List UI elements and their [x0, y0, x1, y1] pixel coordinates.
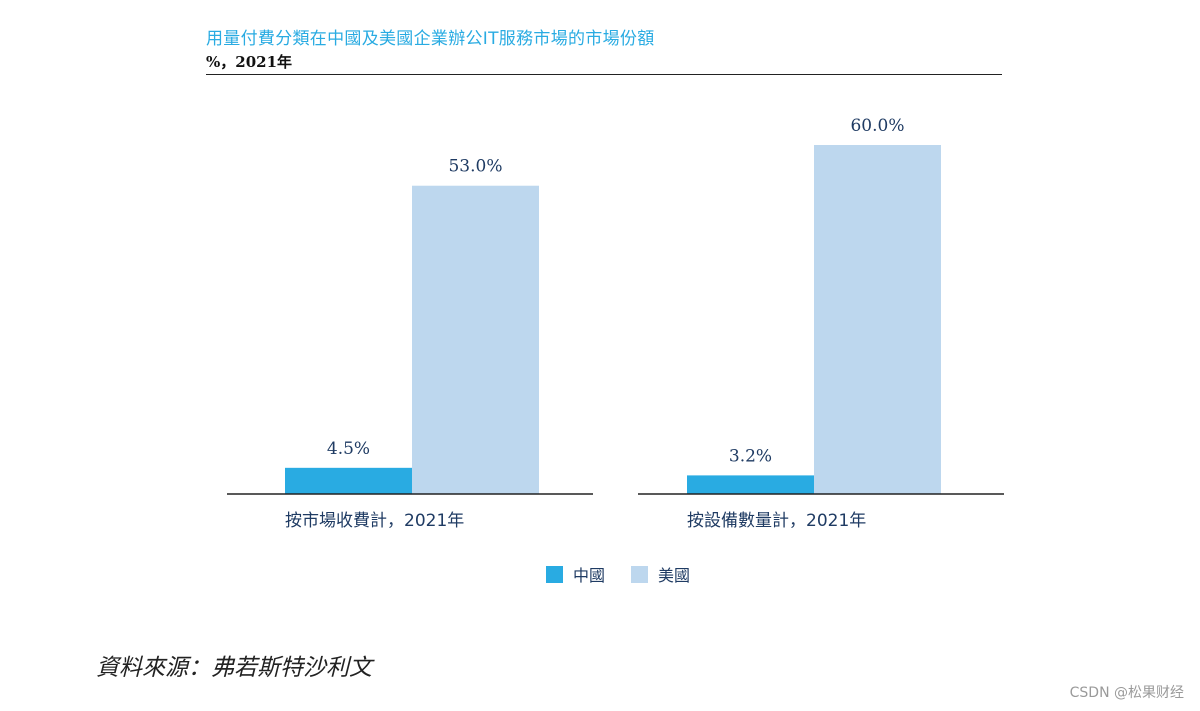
data-label-china-1: 3.2% [729, 446, 772, 466]
legend-label-china: 中國 [573, 566, 606, 585]
source-note: 資料來源：弗若斯特沙利文 [96, 655, 372, 681]
bar-usa-0 [412, 185, 539, 494]
legend-item-china: 中國 [546, 562, 605, 586]
header-rule [206, 74, 1002, 75]
chart-unit-label: %，2021年 [206, 53, 293, 71]
bar-china-0 [285, 467, 412, 494]
chart-legend: 中國 美國 [546, 562, 690, 586]
category-label-0: 按市場收費計，2021年 [285, 511, 464, 531]
legend-label-usa: 美國 [658, 566, 691, 585]
data-label-usa-1: 60.0% [850, 116, 904, 136]
bar-usa-1 [814, 145, 941, 494]
legend-item-usa: 美國 [631, 562, 690, 586]
data-label-usa-0: 53.0% [448, 157, 502, 177]
legend-swatch-usa [631, 565, 649, 583]
data-label-china-0: 4.5% [327, 439, 370, 459]
chart-title: 用量付費分類在中國及美國企業辦公IT服務市場的市場份額 [206, 29, 655, 49]
legend-swatch-china [546, 565, 563, 583]
watermark: CSDN @松果财经 [1069, 685, 1184, 701]
category-label-1: 按設備數量計，2021年 [687, 511, 866, 531]
bar-china-1 [687, 475, 814, 494]
